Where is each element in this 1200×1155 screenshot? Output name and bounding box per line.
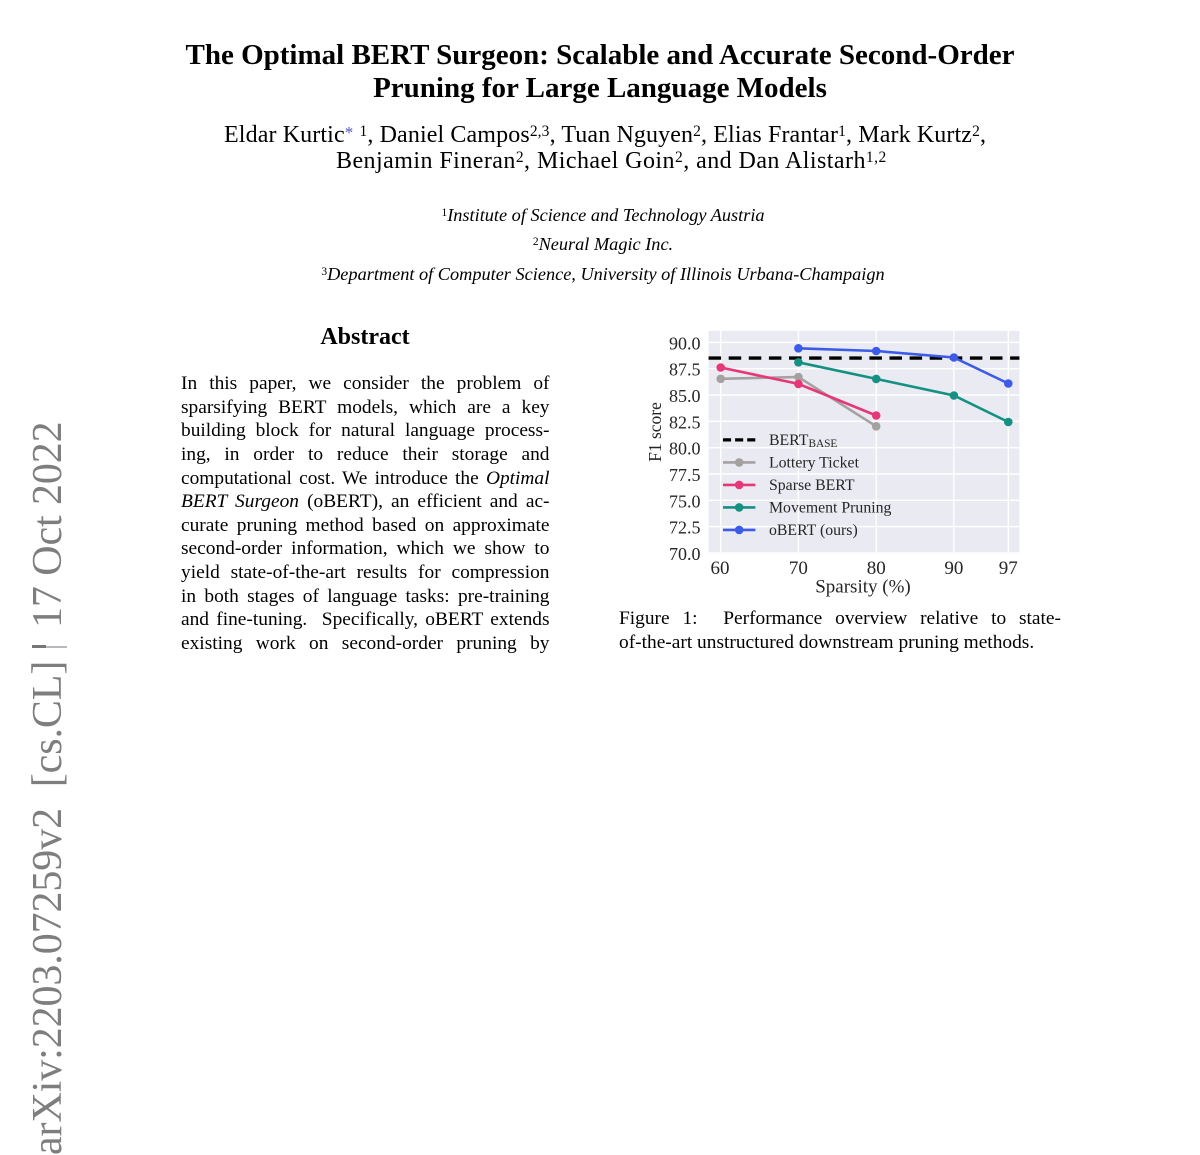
svg-text:Sparse BERT: Sparse BERT — [769, 477, 855, 494]
svg-text:F1 score: F1 score — [645, 402, 665, 462]
svg-text:90.0: 90.0 — [669, 333, 701, 353]
svg-text:Sparsity (%): Sparsity (%) — [815, 577, 911, 598]
svg-text:70.0: 70.0 — [669, 544, 701, 564]
svg-text:77.5: 77.5 — [669, 465, 701, 485]
svg-text:75.0: 75.0 — [669, 491, 701, 511]
svg-text:Movement Pruning: Movement Pruning — [769, 500, 892, 517]
svg-text:60: 60 — [711, 558, 730, 579]
svg-text:80: 80 — [867, 558, 886, 579]
svg-text:Lottery Ticket: Lottery Ticket — [769, 455, 860, 472]
svg-text:70: 70 — [789, 558, 808, 579]
svg-text:97: 97 — [999, 558, 1018, 579]
svg-text:87.5: 87.5 — [669, 360, 701, 380]
svg-text:90: 90 — [944, 558, 963, 579]
svg-text:oBERT (ours): oBERT (ours) — [769, 522, 858, 539]
svg-text:72.5: 72.5 — [669, 518, 701, 538]
svg-text:80.0: 80.0 — [669, 439, 701, 459]
svg-text:82.5: 82.5 — [669, 412, 701, 432]
svg-text:85.0: 85.0 — [669, 386, 701, 406]
